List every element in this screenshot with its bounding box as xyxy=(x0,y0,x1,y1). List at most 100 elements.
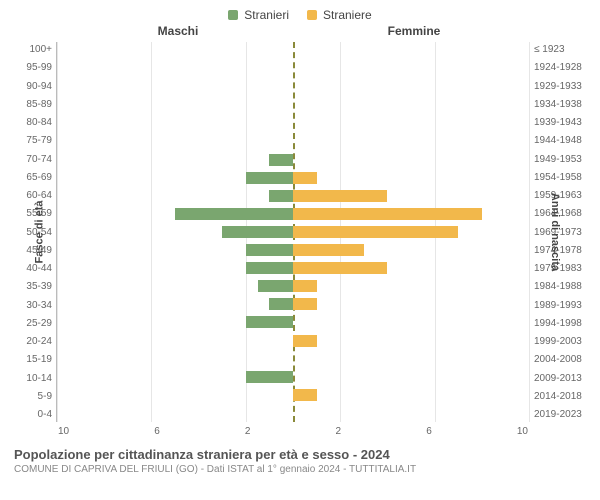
chart-title: Popolazione per cittadinanza straniera p… xyxy=(14,447,590,462)
bar-row xyxy=(57,153,529,167)
y-tick-birth: 2009-2013 xyxy=(534,373,586,384)
y-tick-birth: 1999-2003 xyxy=(534,336,586,347)
chart-subtitle: COMUNE DI CAPRIVA DEL FRIULI (GO) - Dati… xyxy=(14,464,590,475)
y-tick-age: 95-99 xyxy=(14,62,52,73)
bar-row xyxy=(57,352,529,366)
col-title-female: Femmine xyxy=(296,24,590,38)
x-tick: 2 xyxy=(245,426,251,437)
bar-row xyxy=(57,243,529,257)
y-tick-age: 35-39 xyxy=(14,281,52,292)
y-tick-birth: 1929-1933 xyxy=(534,81,586,92)
y-tick-age: 0-4 xyxy=(14,409,52,420)
female-bar xyxy=(293,208,482,220)
y-tick-age: 100+ xyxy=(14,44,52,55)
y-tick-age: 5-9 xyxy=(14,391,52,402)
y-tick-birth: 1984-1988 xyxy=(534,281,586,292)
column-titles: Maschi Femmine xyxy=(10,24,590,38)
bar-row xyxy=(57,315,529,329)
y-tick-birth: 1954-1958 xyxy=(534,172,586,183)
legend-label-female: Straniere xyxy=(323,8,372,22)
male-bar xyxy=(246,244,293,256)
plot-area: Fasce di età Anni di nascita 100+ 95-99 90… xyxy=(10,42,590,422)
y-tick-birth: 1994-1998 xyxy=(534,318,586,329)
x-tick: 10 xyxy=(517,426,528,437)
bar-row xyxy=(57,370,529,384)
bar-row xyxy=(57,80,529,94)
female-bar xyxy=(293,335,317,347)
legend-item-female: Straniere xyxy=(307,8,372,22)
male-bar xyxy=(258,280,293,292)
male-bar xyxy=(269,154,293,166)
female-bar xyxy=(293,389,317,401)
bar-rows xyxy=(57,42,529,422)
legend-item-male: Stranieri xyxy=(228,8,289,22)
y-tick-age: 85-89 xyxy=(14,99,52,110)
male-bar xyxy=(246,172,293,184)
female-bar xyxy=(293,298,317,310)
y-tick-age: 25-29 xyxy=(14,318,52,329)
female-bar xyxy=(293,262,387,274)
x-tick: 6 xyxy=(426,426,432,437)
bar-row xyxy=(57,279,529,293)
y-tick-birth: ≤ 1923 xyxy=(534,44,586,55)
col-title-male: Maschi xyxy=(10,24,296,38)
female-bar xyxy=(293,190,387,202)
y-tick-age: 80-84 xyxy=(14,117,52,128)
bar-row xyxy=(57,225,529,239)
male-bar xyxy=(246,316,293,328)
y-tick-birth: 1934-1938 xyxy=(534,99,586,110)
y-tick-age: 40-44 xyxy=(14,263,52,274)
chart-footer: Popolazione per cittadinanza straniera p… xyxy=(10,447,590,475)
male-bar xyxy=(175,208,293,220)
y-tick-age: 65-69 xyxy=(14,172,52,183)
y-tick-age: 30-34 xyxy=(14,300,52,311)
bar-row xyxy=(57,207,529,221)
bar-row xyxy=(57,261,529,275)
y-tick-birth: 1949-1953 xyxy=(534,154,586,165)
x-tick: 2 xyxy=(336,426,342,437)
y-tick-birth: 2019-2023 xyxy=(534,409,586,420)
bar-row xyxy=(57,171,529,185)
bar-row xyxy=(57,334,529,348)
y-tick-birth: 2004-2008 xyxy=(534,354,586,365)
bars-plot xyxy=(56,42,530,422)
legend-swatch-female xyxy=(307,10,317,20)
x-axis: 10 6 2 2 6 10 xyxy=(10,426,590,437)
legend: Stranieri Straniere xyxy=(10,8,590,22)
female-bar xyxy=(293,172,317,184)
y-tick-age: 70-74 xyxy=(14,154,52,165)
bar-row xyxy=(57,388,529,402)
y-axis-right-label: Anni di nascita xyxy=(549,193,561,271)
y-tick-age: 60-64 xyxy=(14,190,52,201)
male-bar xyxy=(222,226,293,238)
bar-row xyxy=(57,98,529,112)
male-bar xyxy=(269,190,293,202)
bar-row xyxy=(57,297,529,311)
male-bar xyxy=(246,371,293,383)
bar-row xyxy=(57,189,529,203)
bar-row xyxy=(57,116,529,130)
y-tick-age: 90-94 xyxy=(14,81,52,92)
y-tick-birth: 1989-1993 xyxy=(534,300,586,311)
bar-row xyxy=(57,134,529,148)
y-tick-birth: 2014-2018 xyxy=(534,391,586,402)
bar-row xyxy=(57,406,529,420)
y-tick-age: 15-19 xyxy=(14,354,52,365)
legend-label-male: Stranieri xyxy=(244,8,289,22)
male-bar xyxy=(246,262,293,274)
x-ticks: 10 6 2 2 6 10 xyxy=(56,426,530,437)
female-bar xyxy=(293,280,317,292)
y-axis-left-label: Fasce di età xyxy=(33,201,45,264)
y-tick-birth: 1924-1928 xyxy=(534,62,586,73)
female-bar xyxy=(293,226,458,238)
chart-container: Stranieri Straniere Maschi Femmine Fasce… xyxy=(0,0,600,500)
bar-row xyxy=(57,62,529,76)
female-bar xyxy=(293,244,364,256)
bar-row xyxy=(57,44,529,58)
x-tick: 6 xyxy=(154,426,160,437)
male-bar xyxy=(269,298,293,310)
legend-swatch-male xyxy=(228,10,238,20)
y-tick-age: 75-79 xyxy=(14,135,52,146)
y-tick-age: 20-24 xyxy=(14,336,52,347)
x-tick: 10 xyxy=(58,426,69,437)
